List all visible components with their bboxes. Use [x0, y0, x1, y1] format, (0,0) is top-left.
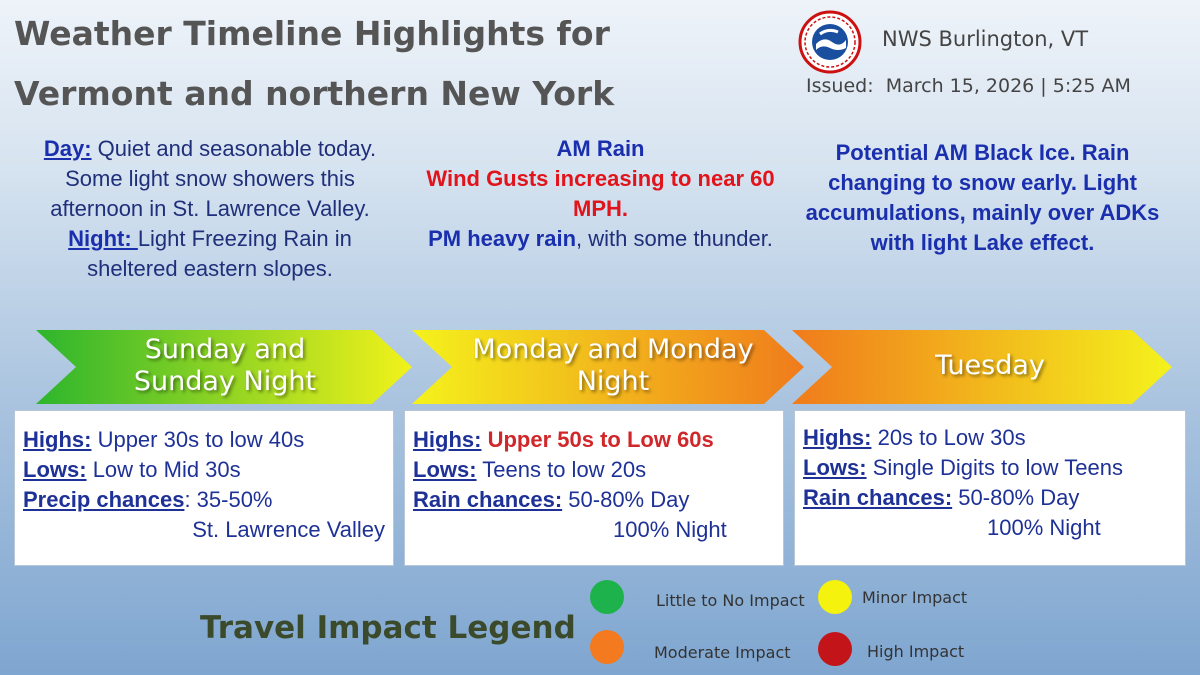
legend-title: Travel Impact Legend — [200, 610, 576, 646]
tuesday-details: Highs: 20s to Low 30s Lows: Single Digit… — [794, 410, 1186, 566]
precip-value: 50-80% Day — [562, 487, 690, 512]
precip-label: Rain chances: — [413, 487, 563, 512]
legend-dot-moderate-impact — [590, 630, 624, 664]
pm-rain-bold: PM heavy rain — [428, 226, 577, 251]
arrow-sunday — [36, 330, 412, 404]
precip-label: Precip chances — [23, 487, 185, 512]
page-title-line1: Weather Timeline Highlights for — [14, 14, 610, 53]
night-text: Light Freezing Rain in sheltered eastern… — [87, 226, 352, 281]
nws-logo-icon — [798, 10, 862, 74]
lows-label: Lows: — [803, 455, 867, 480]
sunday-summary: Day: Quiet and seasonable today. Some li… — [30, 134, 390, 284]
arrow-label-sunday-line1: Sunday and — [144, 334, 306, 365]
legend-dot-little-impact — [590, 580, 624, 614]
night-label: Night: — [68, 226, 138, 251]
issued-label: Issued: — [806, 75, 874, 97]
page-title-line2: Vermont and northern New York — [14, 74, 615, 113]
lows-value: Teens to low 20s — [482, 457, 647, 482]
legend-label-high-impact: High Impact — [867, 642, 965, 661]
precip-note: 100% Night — [987, 515, 1101, 540]
lows-value: Low to Mid 30s — [92, 457, 241, 482]
day-text: Quiet and seasonable today. Some light s… — [50, 136, 377, 221]
highs-value: Upper 30s to low 40s — [97, 427, 305, 452]
tuesday-summary: Potential AM Black Ice. Rain changing to… — [805, 140, 1160, 255]
highs-label: Highs: — [23, 427, 92, 452]
lows-value: Single Digits to low Teens — [872, 455, 1123, 480]
precip-note: St. Lawrence Valley — [192, 517, 385, 542]
highs-value: Upper 50s to Low 60s — [487, 427, 714, 452]
arrow-monday — [412, 330, 804, 404]
legend-label-minor-impact: Minor Impact — [862, 588, 968, 607]
arrow-label-monday: Monday and Monday Night — [448, 334, 778, 398]
office-name: NWS Burlington, VT — [882, 27, 1089, 51]
arrow-tuesday — [792, 330, 1172, 404]
am-rain-text: AM Rain — [556, 136, 645, 161]
day-label: Day: — [43, 136, 92, 161]
issued-line: Issued: March 15, 2026 | 5:25 AM — [806, 75, 1131, 97]
legend-label-little-impact: Little to No Impact — [656, 591, 805, 610]
lows-label: Lows: — [23, 457, 87, 482]
arrow-label-monday-line2: Night — [576, 366, 650, 397]
monday-summary: AM Rain Wind Gusts increasing to near 60… — [423, 134, 778, 254]
sunday-details: Highs: Upper 30s to low 40s Lows: Low to… — [14, 410, 394, 566]
arrow-label-monday-line1: Monday and Monday — [472, 334, 754, 365]
pm-rain-rest: , with some thunder. — [576, 226, 773, 251]
arrow-label-tuesday: Tuesday — [935, 350, 1045, 381]
arrow-label-sunday: Sunday and Sunday Night — [90, 334, 360, 398]
precip-label: Rain chances: — [803, 485, 953, 510]
timeline-arrows — [36, 330, 1172, 404]
precip-note: 100% Night — [613, 517, 727, 542]
lows-label: Lows: — [413, 457, 477, 482]
monday-details: Highs: Upper 50s to Low 60s Lows: Teens … — [404, 410, 784, 566]
precip-value: : 35-50% — [184, 487, 273, 512]
highs-value: 20s to Low 30s — [877, 425, 1026, 450]
wind-gusts-text: Wind Gusts increasing to near 60 MPH. — [426, 166, 775, 221]
issued-value: March 15, 2026 | 5:25 AM — [885, 75, 1131, 97]
legend-dot-minor-impact — [818, 580, 852, 614]
precip-value: 50-80% Day — [952, 485, 1080, 510]
legend-label-moderate-impact: Moderate Impact — [654, 643, 791, 662]
highs-label: Highs: — [413, 427, 482, 452]
legend-dot-high-impact — [818, 632, 852, 666]
highs-label: Highs: — [803, 425, 872, 450]
arrow-label-sunday-line2: Sunday Night — [133, 366, 317, 397]
